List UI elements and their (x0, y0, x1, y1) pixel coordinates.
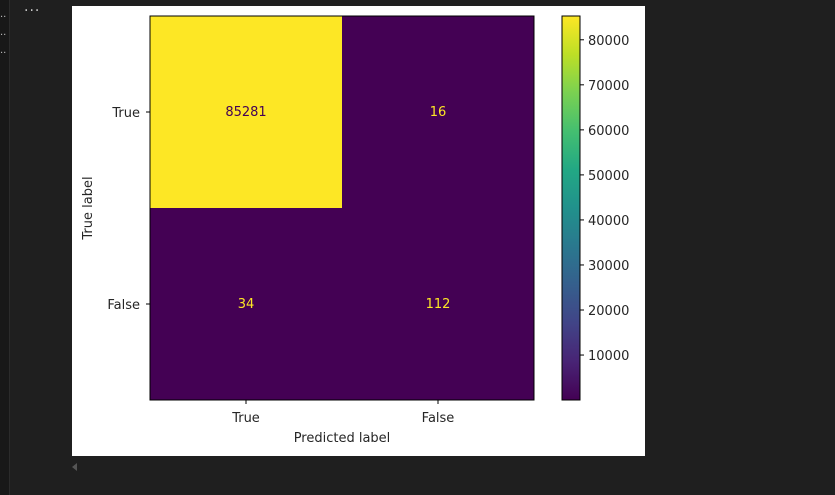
colorbar-frame (561, 15, 581, 401)
gutter-marker: .. (0, 9, 7, 20)
matrix-cell (150, 208, 342, 400)
colorbar (562, 16, 580, 400)
matrix-frame (149, 15, 535, 401)
cell-value-labels: 85281 16 34 112 (225, 105, 450, 312)
colorbar-tick-label: 10000 (588, 349, 629, 364)
y-axis-label: True label (81, 176, 96, 240)
cell-value-label: 85281 (225, 105, 266, 120)
y-axis-ticks: True False (107, 106, 150, 313)
colorbar-tick-label: 70000 (588, 79, 629, 94)
y-tick-label: False (107, 298, 140, 313)
colorbar-tick-label: 50000 (588, 169, 629, 184)
matrix-cells (150, 16, 534, 400)
x-tick-label: True (231, 411, 260, 426)
x-axis-label: Predicted label (294, 431, 391, 446)
gutter-marker: .. (0, 27, 7, 38)
colorbar-ticks: 10000 20000 30000 40000 50000 60000 70000 80000 (580, 34, 629, 364)
cell-output-panel: 85281 16 34 112 True False True False Predict… (72, 6, 645, 456)
matrix-cell (342, 16, 534, 208)
colorbar-tick-label: 40000 (588, 214, 629, 229)
gutter-markers: .. .. .. (0, 6, 9, 60)
confusion-matrix-chart: 85281 16 34 112 True False True False Predict… (81, 15, 629, 446)
editor-gutter: .. .. .. (0, 0, 10, 495)
matrix-cell (150, 16, 342, 208)
y-tick-label: True (111, 106, 140, 121)
cell-value-label: 112 (426, 297, 451, 312)
cell-value-label: 16 (430, 105, 447, 120)
colorbar-tick-label: 20000 (588, 304, 629, 319)
gutter-marker: .. (0, 45, 7, 56)
cell-output-menu-button[interactable]: ··· (24, 3, 41, 19)
colorbar-tick-label: 30000 (588, 259, 629, 274)
colorbar-tick-label: 80000 (588, 34, 629, 49)
colorbar-tick-label: 60000 (588, 124, 629, 139)
scroll-left-arrow-icon[interactable] (72, 463, 77, 471)
matrix-cell (342, 208, 534, 400)
x-axis-ticks: True False (231, 400, 454, 426)
x-tick-label: False (422, 411, 455, 426)
cell-value-label: 34 (238, 297, 255, 312)
